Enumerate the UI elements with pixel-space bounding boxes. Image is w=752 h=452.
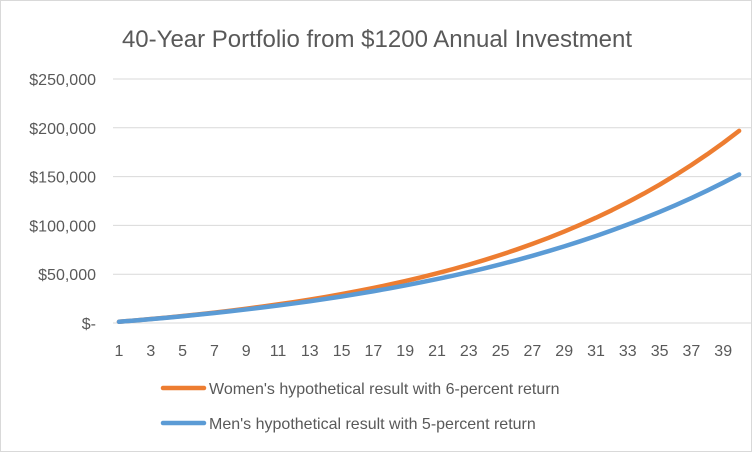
x-tick-label: 25 [492,343,510,360]
x-tick-label: 5 [178,343,187,360]
y-tick-label: $- [82,316,96,333]
chart-title: 40-Year Portfolio from $1200 Annual Inve… [122,26,632,53]
series-line-1 [116,172,742,325]
x-tick-label: 23 [460,343,478,360]
x-tick-label: 21 [428,343,446,360]
x-tick-label: 27 [524,343,542,360]
y-tick-label: $200,000 [29,121,96,138]
x-tick-label: 31 [587,343,605,360]
x-tick-label: 9 [242,343,251,360]
legend-label: Men's hypothetical result with 5-percent… [209,416,536,433]
x-tick-label: 39 [714,343,732,360]
x-tick-label: 33 [619,343,637,360]
y-tick-label: $50,000 [38,267,96,284]
y-tick-label: $150,000 [29,170,96,187]
x-tick-label: 13 [301,343,319,360]
x-tick-label: 7 [210,343,219,360]
x-tick-label: 29 [555,343,573,360]
x-tick-label: 3 [146,343,155,360]
y-tick-label: $100,000 [29,218,96,235]
x-tick-label: 19 [396,343,414,360]
series-line-0 [116,128,742,325]
x-tick-label: 37 [683,343,701,360]
y-tick-label: $250,000 [29,72,96,89]
x-tick-label: 1 [115,343,124,360]
x-tick-label: 35 [651,343,669,360]
x-tick-label: 11 [270,343,287,360]
legend-label: Women's hypothetical result with 6-perce… [209,381,559,398]
x-tick-label: 15 [333,343,351,360]
x-tick-label: 17 [365,343,383,360]
